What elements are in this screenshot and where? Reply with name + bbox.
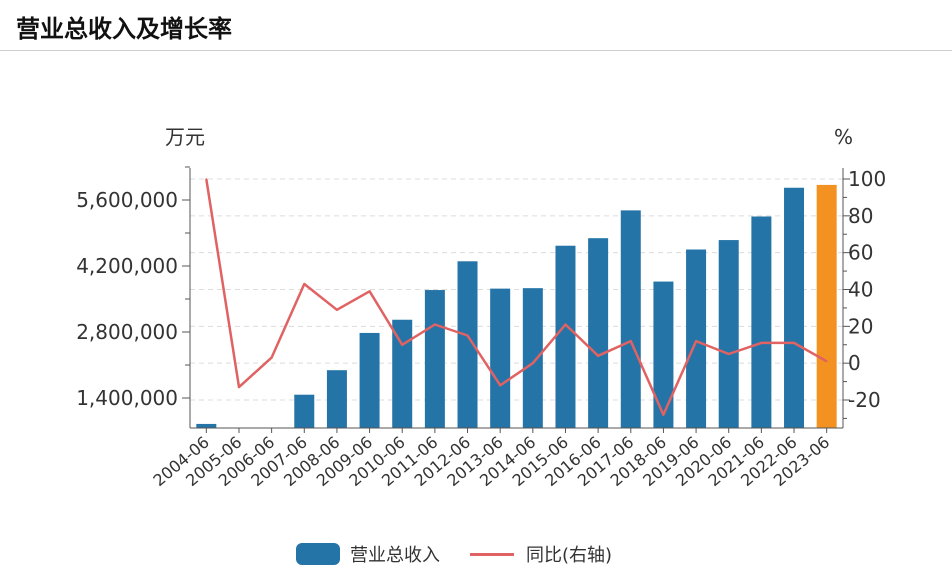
- growth-point: [825, 360, 828, 363]
- left-axis-ticks: 1,400,000 2,800,000 4,200,000 5,600,000: [76, 188, 178, 410]
- growth-point: [662, 413, 665, 416]
- revenue-bar: [424, 290, 445, 428]
- revenue-bar: [620, 210, 641, 428]
- right-tick-label: 60: [848, 241, 873, 265]
- growth-point: [303, 283, 306, 285]
- revenue-bar: [718, 240, 739, 428]
- growth-point: [727, 353, 730, 355]
- growth-point: [336, 308, 338, 311]
- growth-point: [401, 343, 404, 346]
- legend: 营业总收入 同比(右轴): [296, 541, 642, 567]
- left-tick-label: 2,800,000: [76, 320, 178, 344]
- right-tick-label: 40: [848, 278, 873, 302]
- right-tick-label: 100: [848, 167, 886, 191]
- growth-point: [466, 334, 469, 337]
- axes: [182, 166, 850, 433]
- revenue-bar: [392, 319, 413, 428]
- growth-line-path: [205, 178, 828, 416]
- revenue-bar: [359, 332, 380, 428]
- revenue-bar: [686, 249, 707, 428]
- revenue-bar: [522, 288, 543, 428]
- right-tick-label: -20: [848, 388, 881, 412]
- growth-point: [760, 342, 763, 344]
- growth-point: [695, 340, 697, 342]
- growth-point: [368, 290, 371, 293]
- growth-point: [564, 323, 567, 326]
- revenue-bar: [588, 238, 609, 428]
- right-axis-ticks: -20 0 20 40 60 80 100: [848, 167, 886, 412]
- header: 营业总收入及增长率: [0, 0, 952, 51]
- legend-label-revenue: 营业总收入: [350, 545, 440, 566]
- legend-item-revenue[interactable]: 营业总收入: [296, 541, 440, 567]
- revenue-bar: [196, 423, 217, 428]
- right-axis-unit: %: [834, 125, 853, 149]
- left-tick-label: 5,600,000: [76, 188, 178, 212]
- right-tick-label: 80: [848, 204, 873, 228]
- left-tick-label: 4,200,000: [76, 254, 178, 278]
- revenue-bar: [294, 394, 315, 428]
- legend-bar-swatch: [296, 543, 340, 565]
- growth-point: [793, 342, 795, 344]
- left-axis-unit: 万元: [165, 125, 205, 149]
- revenue-bars: [196, 184, 837, 428]
- legend-line-swatch: [470, 552, 514, 556]
- revenue-bar: [457, 261, 478, 428]
- revenue-bar: [816, 184, 837, 428]
- growth-point: [597, 355, 599, 357]
- revenue-bar: [490, 288, 511, 428]
- right-tick-label: 20: [848, 314, 873, 338]
- growth-point: [238, 386, 240, 388]
- left-tick-label: 1,400,000: [76, 386, 178, 410]
- growth-line: [205, 178, 828, 416]
- x-axis-ticks: 2004-062005-062006-062007-062008-062009-…: [149, 433, 833, 491]
- legend-item-growth[interactable]: 同比(右轴): [470, 541, 612, 567]
- revenue-bar: [555, 245, 576, 428]
- growth-point: [532, 362, 534, 364]
- chart-title: 营业总收入及增长率: [16, 15, 232, 43]
- revenue-bar: [326, 370, 347, 428]
- growth-point: [270, 356, 273, 359]
- growth-point: [434, 323, 436, 326]
- revenue-bar: [784, 187, 805, 428]
- revenue-bar: [751, 216, 772, 428]
- legend-label-growth: 同比(右轴): [526, 545, 613, 566]
- growth-point: [629, 340, 632, 342]
- growth-point: [205, 178, 208, 180]
- right-tick-label: 0: [848, 351, 861, 375]
- growth-point: [499, 384, 501, 387]
- revenue-bar: [653, 281, 674, 428]
- grid-lines: [190, 178, 843, 401]
